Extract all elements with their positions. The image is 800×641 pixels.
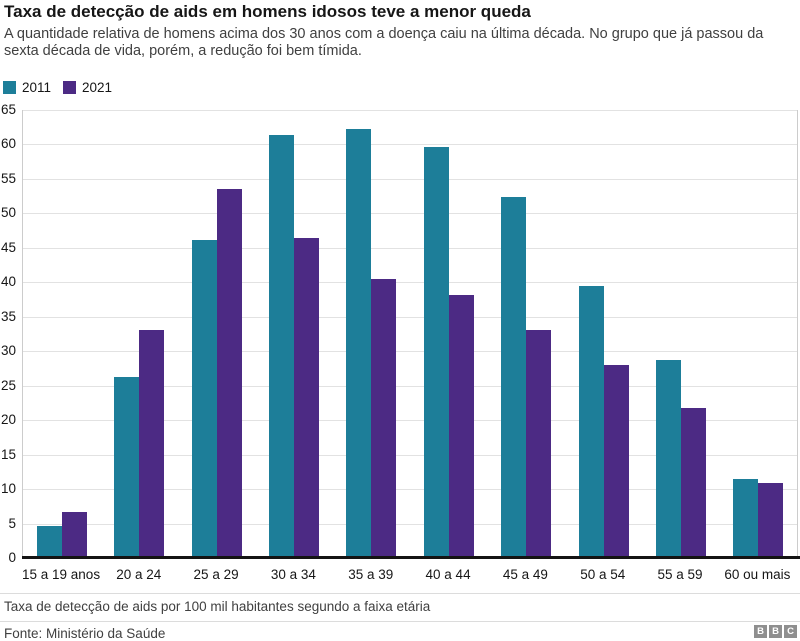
bar-series-container [23, 110, 797, 558]
bar-group-25-a-29 [178, 110, 255, 558]
axis-note-caption: Taxa de detecção de aids por 100 mil hab… [4, 599, 431, 614]
gridline-15 [23, 454, 797, 456]
gridline-10 [23, 489, 797, 491]
bar-2021-40-a-44 [448, 295, 474, 558]
y-tick-label-25: 25 [0, 377, 16, 393]
bar-2021-25-a-29 [216, 188, 242, 558]
legend-label-2011: 2011 [22, 80, 52, 95]
legend-item-2021: 2021 [63, 80, 112, 95]
source-credit: Fonte: Ministério da Saúde [4, 626, 166, 641]
bar-group-55-a-59 [642, 110, 719, 558]
gridline-5 [23, 523, 797, 525]
divider-line-top [0, 593, 800, 594]
chart-subtitle: A quantidade relativa de homens acima do… [4, 26, 764, 59]
y-tick-label-35: 35 [0, 308, 16, 324]
y-tick-label-15: 15 [0, 446, 16, 462]
bar-2021-50-a-54 [603, 365, 629, 558]
bar-2011-60-ou-mais [733, 478, 759, 558]
x-tick-label-20-a-24: 20 a 24 [116, 567, 162, 582]
chart-title: Taxa de detecção de aids em homens idoso… [4, 2, 531, 21]
x-tick-label-25-a-29: 25 a 29 [193, 567, 239, 582]
gridline-20 [23, 420, 797, 422]
x-tick-label-50-a-54: 50 a 54 [580, 567, 626, 582]
gridline-50 [23, 213, 797, 215]
chart-legend: 2011 2021 [3, 80, 112, 95]
bar-2021-20-a-24 [139, 329, 165, 558]
bbc-logo-block-B: B [769, 625, 782, 638]
bar-group-45-a-49 [487, 110, 564, 558]
plot-area [22, 110, 798, 558]
y-tick-label-5: 5 [8, 515, 16, 531]
gridline-35 [23, 316, 797, 318]
legend-swatch-2011 [3, 81, 16, 94]
x-axis-category-labels: 15 a 19 anos 20 a 24 25 a 29 30 a 34 35 a 39… [22, 567, 796, 582]
legend-label-2021: 2021 [82, 80, 113, 95]
bar-group-30-a-34 [255, 110, 332, 558]
x-tick-label-15-a-19-anos: 15 a 19 anos [22, 567, 101, 582]
bar-2011-25-a-29 [191, 239, 217, 558]
bar-2011-50-a-54 [578, 285, 604, 558]
bar-group-40-a-44 [410, 110, 487, 558]
bar-2021-30-a-34 [293, 237, 319, 558]
bar-2011-35-a-39 [346, 129, 372, 558]
x-tick-label-30-a-34: 30 a 34 [270, 567, 316, 582]
x-axis-baseline [22, 556, 800, 559]
bar-2011-30-a-34 [268, 134, 294, 558]
gridline-25 [23, 385, 797, 387]
bar-2011-40-a-44 [423, 147, 449, 558]
y-tick-label-65: 65 [0, 102, 16, 117]
bar-2021-35-a-39 [371, 278, 397, 558]
bbc-logo-block-C: C [784, 625, 797, 638]
y-tick-label-45: 45 [0, 239, 16, 255]
y-tick-label-10: 10 [0, 481, 16, 497]
legend-item-2011: 2011 [3, 80, 51, 95]
y-tick-label-60: 60 [0, 136, 16, 152]
bar-2021-15-a-19-anos [61, 511, 87, 558]
y-tick-label-40: 40 [0, 274, 16, 290]
gridline-65 [23, 110, 797, 111]
bbc-logo-block-B: B [754, 625, 767, 638]
y-tick-label-55: 55 [0, 170, 16, 186]
gridline-45 [23, 247, 797, 249]
x-tick-label-35-a-39: 35 a 39 [348, 567, 394, 582]
bar-2021-45-a-49 [526, 329, 552, 558]
x-tick-label-55-a-59: 55 a 59 [657, 567, 703, 582]
x-tick-label-40-a-44: 40 a 44 [425, 567, 471, 582]
x-tick-label-45-a-49: 45 a 49 [502, 567, 548, 582]
gridline-55 [23, 178, 797, 180]
y-tick-label-30: 30 [0, 343, 16, 359]
bar-group-15-a-19-anos [23, 110, 100, 558]
bar-group-60-ou-mais [720, 110, 797, 558]
gridline-40 [23, 282, 797, 284]
gridline-30 [23, 351, 797, 353]
bar-group-50-a-54 [565, 110, 642, 558]
bar-2011-15-a-19-anos [36, 526, 62, 558]
bar-2011-55-a-59 [655, 359, 681, 558]
bar-2011-45-a-49 [501, 196, 527, 558]
x-tick-label-60-ou-mais: 60 ou mais [724, 567, 791, 582]
bar-2021-60-ou-mais [758, 482, 784, 558]
legend-swatch-2021 [63, 81, 77, 94]
y-tick-label-0: 0 [8, 550, 16, 565]
y-tick-label-20: 20 [0, 412, 16, 428]
bar-2011-20-a-24 [114, 377, 140, 558]
bar-group-35-a-39 [333, 110, 410, 558]
y-tick-label-50: 50 [0, 205, 16, 221]
gridline-60 [23, 144, 797, 146]
bar-group-20-a-24 [100, 110, 177, 558]
divider-line-bottom [0, 621, 800, 622]
bar-2021-55-a-59 [680, 408, 706, 558]
